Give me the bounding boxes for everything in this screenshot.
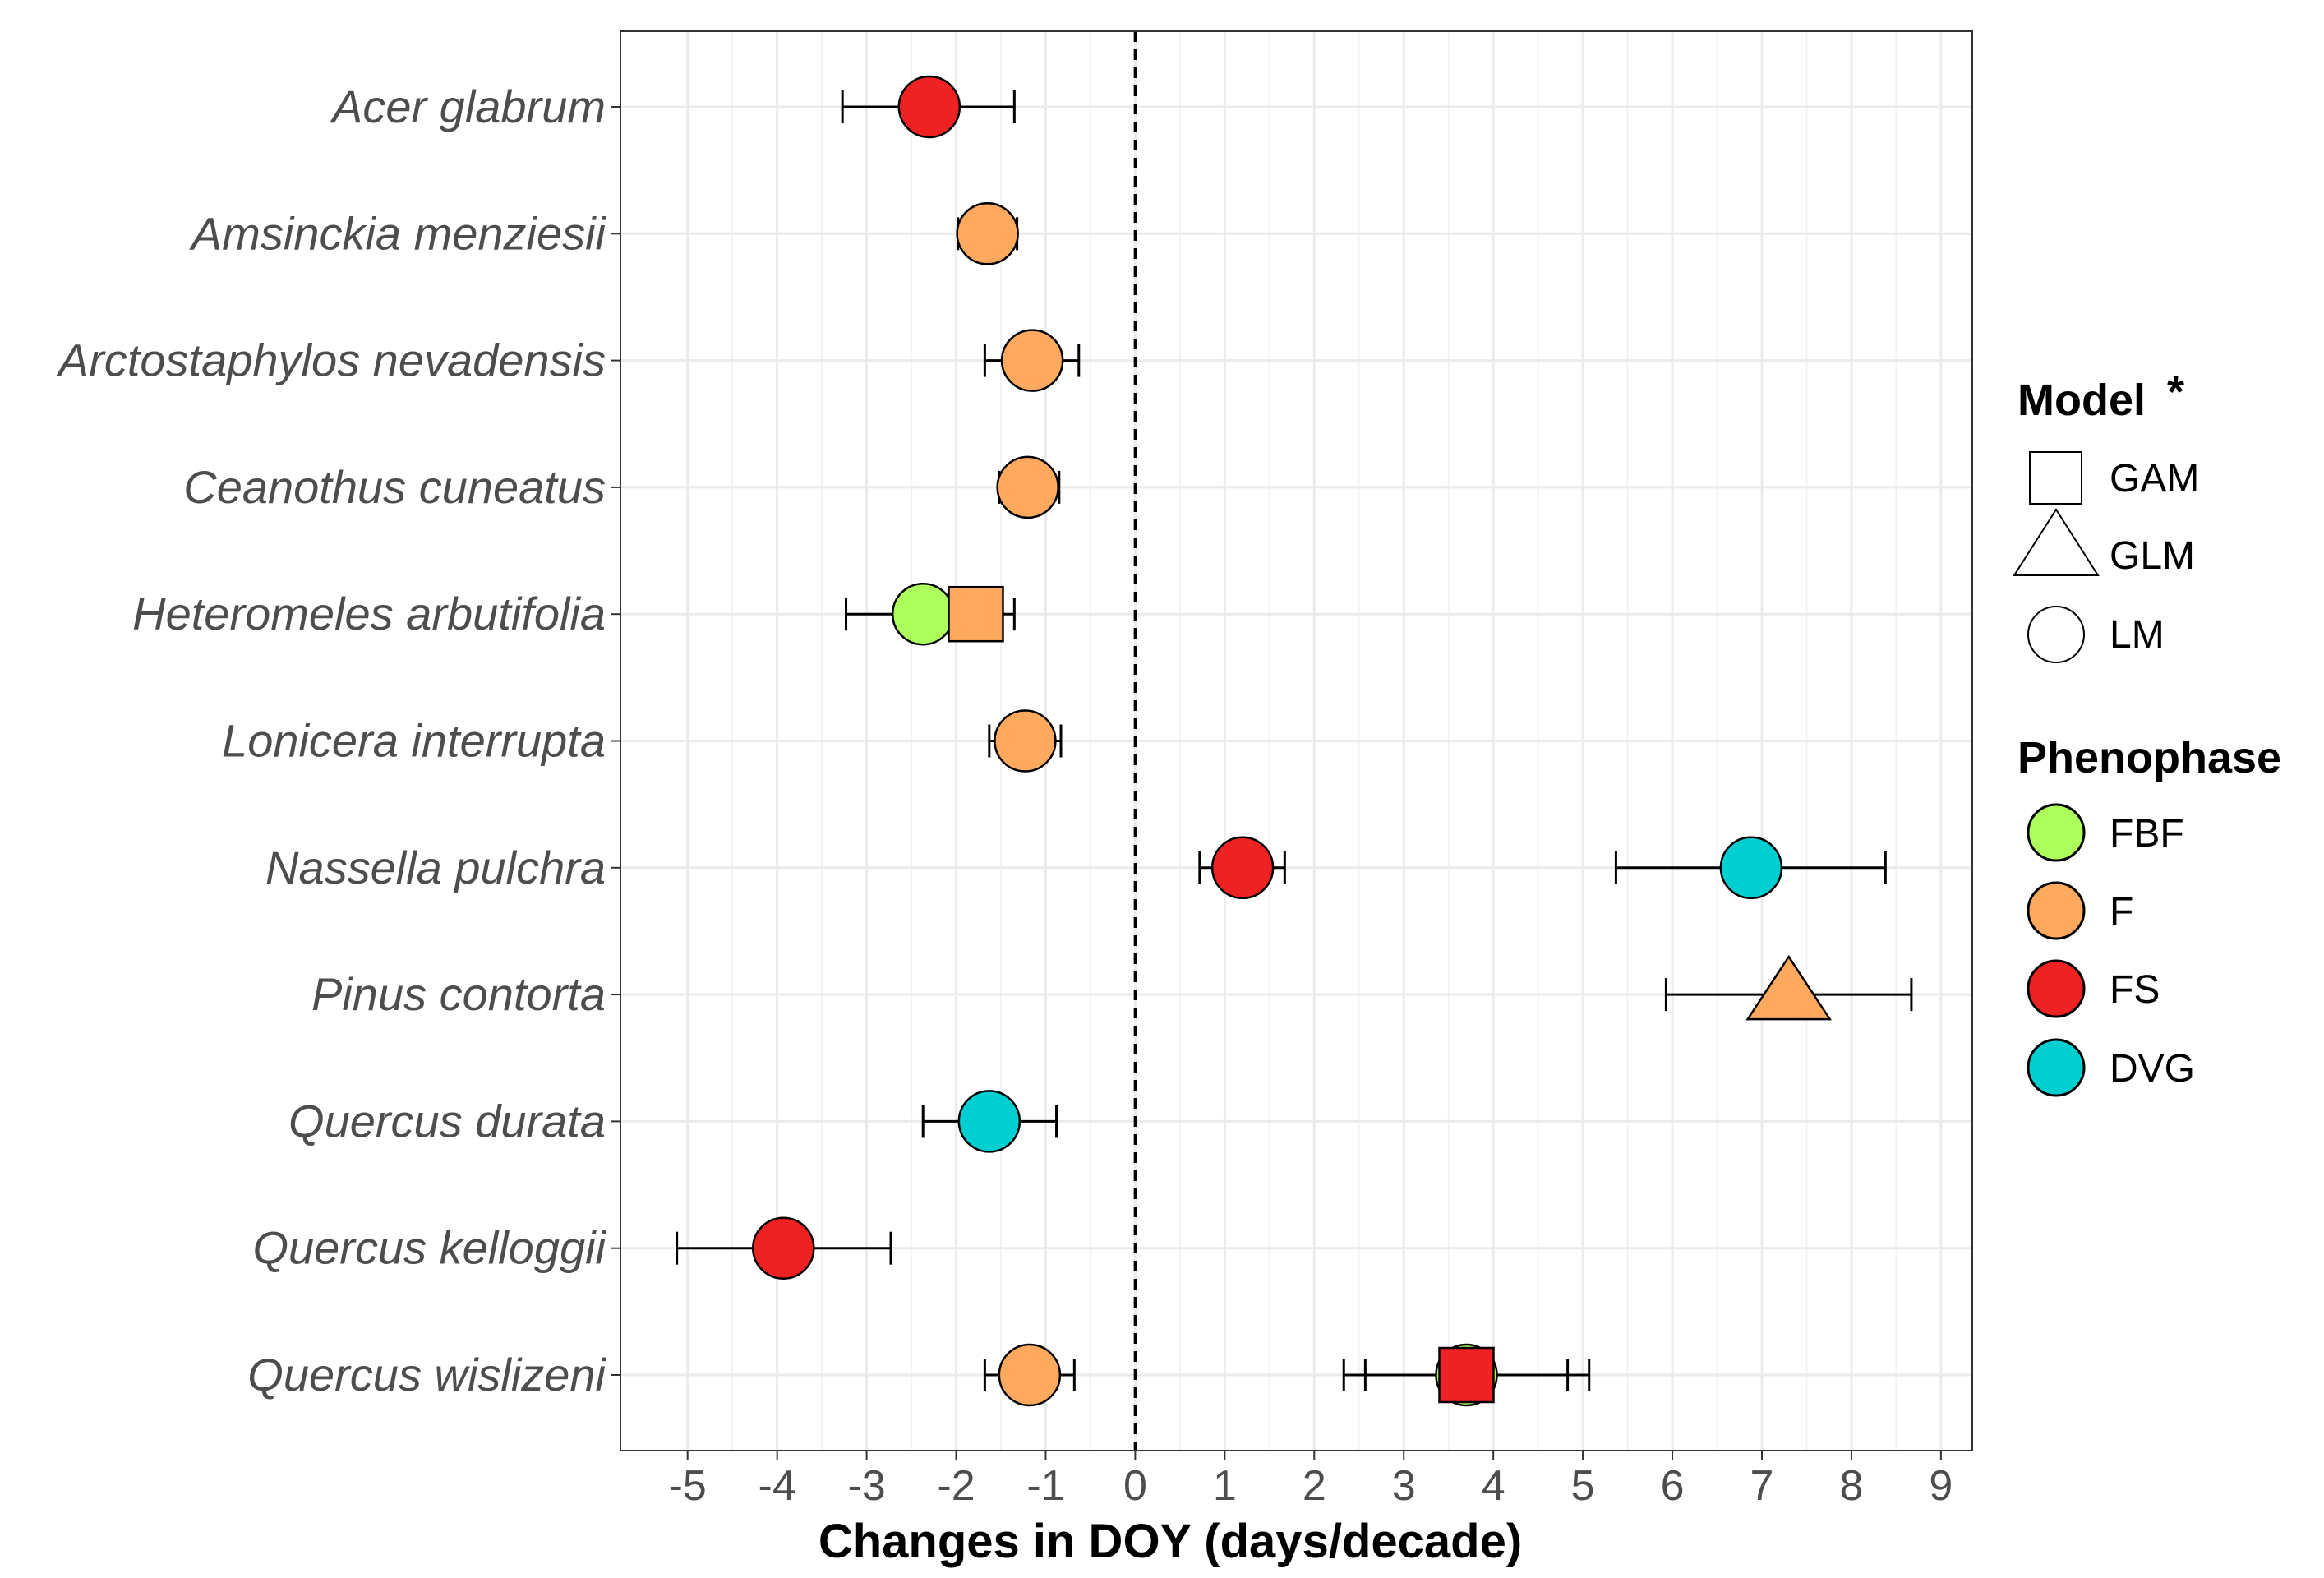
legend-fbf-swatch-icon [2027,803,2086,862]
point-heteromeles-arbutifolia-f-gam [948,585,1004,643]
legend-phenophase-f: F [2110,890,2133,934]
x-tick-label: 4 [1482,1462,1506,1510]
point-acer-glabrum-fs-lm [897,75,961,139]
legend-glm-triangle-icon [2013,508,2100,576]
x-tick-label: 8 [1839,1462,1863,1510]
legend-lm-circle-icon [2027,606,2085,663]
legend-model-glm: GLM [2110,534,2195,578]
legend: Model * GAM GLM LM Phenophase FBF F FS D… [2013,367,2281,1097]
y-tick-label-arctostaphylos-nevadensis: Arctostaphylos nevadensis [56,335,606,386]
legend-model-title: Model [2017,376,2146,425]
point-lonicera-interrupta-f-lm [994,709,1057,773]
y-tick-label-pinus-contorta: Pinus contorta [311,968,606,1020]
x-tick-label: 6 [1661,1462,1685,1510]
y-tick-label-quercus-wislizeni: Quercus wislizeni [247,1349,606,1400]
point-heteromeles-arbutifolia-fbf-lm [891,582,955,646]
y-tick-label-lonicera-interrupta: Lonicera interrupta [222,715,606,767]
x-tick-label: 9 [1929,1462,1953,1510]
point-quercus-kelloggii-fs-lm [752,1216,815,1280]
y-tick-label-amsinckia-menziesii: Amsinckia menziesii [189,207,607,259]
point-nassella-pulchra-dvg-lm [1719,836,1783,900]
legend-phenophase-title: Phenophase [2017,733,2281,782]
y-tick-label-ceanothus-cuneatus: Ceanothus cuneatus [183,461,606,513]
x-tick-label: 0 [1123,1462,1147,1510]
point-quercus-wislizeni-f-lm [998,1343,1062,1407]
point-ceanothus-cuneatus-f-lm [996,455,1059,519]
legend-phenophase-dvg: DVG [2110,1047,2195,1091]
y-tick-label-quercus-durata: Quercus durata [288,1095,606,1147]
point-arctostaphylos-nevadensis-f-lm [1000,329,1064,392]
x-tick-label: -5 [669,1462,707,1510]
legend-gam-square-icon [2029,451,2082,505]
legend-model-marker: * [2167,367,2184,417]
point-amsinckia-menziesii-f-lm [956,202,1019,265]
y-axis: Acer glabrum Amsinckia menziesii Arctostap… [56,81,620,1400]
x-tick-label: 7 [1750,1462,1774,1510]
point-quercus-durata-dvg-lm [957,1090,1021,1153]
x-axis: -5 -4 -3 -2 -1 0 1 2 3 4 5 6 7 8 9 [669,1451,1953,1510]
y-tick-label-quercus-kelloggii: Quercus kelloggii [252,1222,606,1274]
x-tick-label: -4 [759,1462,796,1510]
x-tick-label: -2 [937,1462,975,1510]
legend-phenophase-fbf: FBF [2110,812,2184,856]
x-tick-label: 1 [1213,1462,1237,1510]
point-quercus-wislizeni-fs-gam [1438,1346,1495,1404]
legend-model-gam: GAM [2110,457,2199,501]
y-tick-label-nassella-pulchra: Nassella pulchra [265,842,606,893]
x-tick-label: -1 [1026,1462,1064,1510]
point-nassella-pulchra-fs-lm [1210,836,1275,900]
legend-f-swatch-icon [2027,881,2086,940]
x-tick-label: 2 [1303,1462,1326,1510]
x-tick-label: 5 [1571,1462,1595,1510]
x-axis-title: Changes in DOY (days/decade) [818,1515,1522,1568]
point-pinus-contorta-f-glm [1745,954,1832,1021]
x-tick-label: -3 [847,1462,885,1510]
legend-fs-swatch-icon [2027,959,2086,1018]
legend-dvg-swatch-icon [2027,1038,2086,1097]
x-tick-label: 3 [1392,1462,1416,1510]
y-tick-label-heteromeles-arbutifolia: Heteromeles arbutifolia [132,588,606,639]
legend-model-lm: LM [2110,613,2165,657]
y-tick-label-acer-glabrum: Acer glabrum [330,81,606,132]
legend-phenophase-fs: FS [2110,968,2160,1012]
data-points [752,75,1832,1407]
